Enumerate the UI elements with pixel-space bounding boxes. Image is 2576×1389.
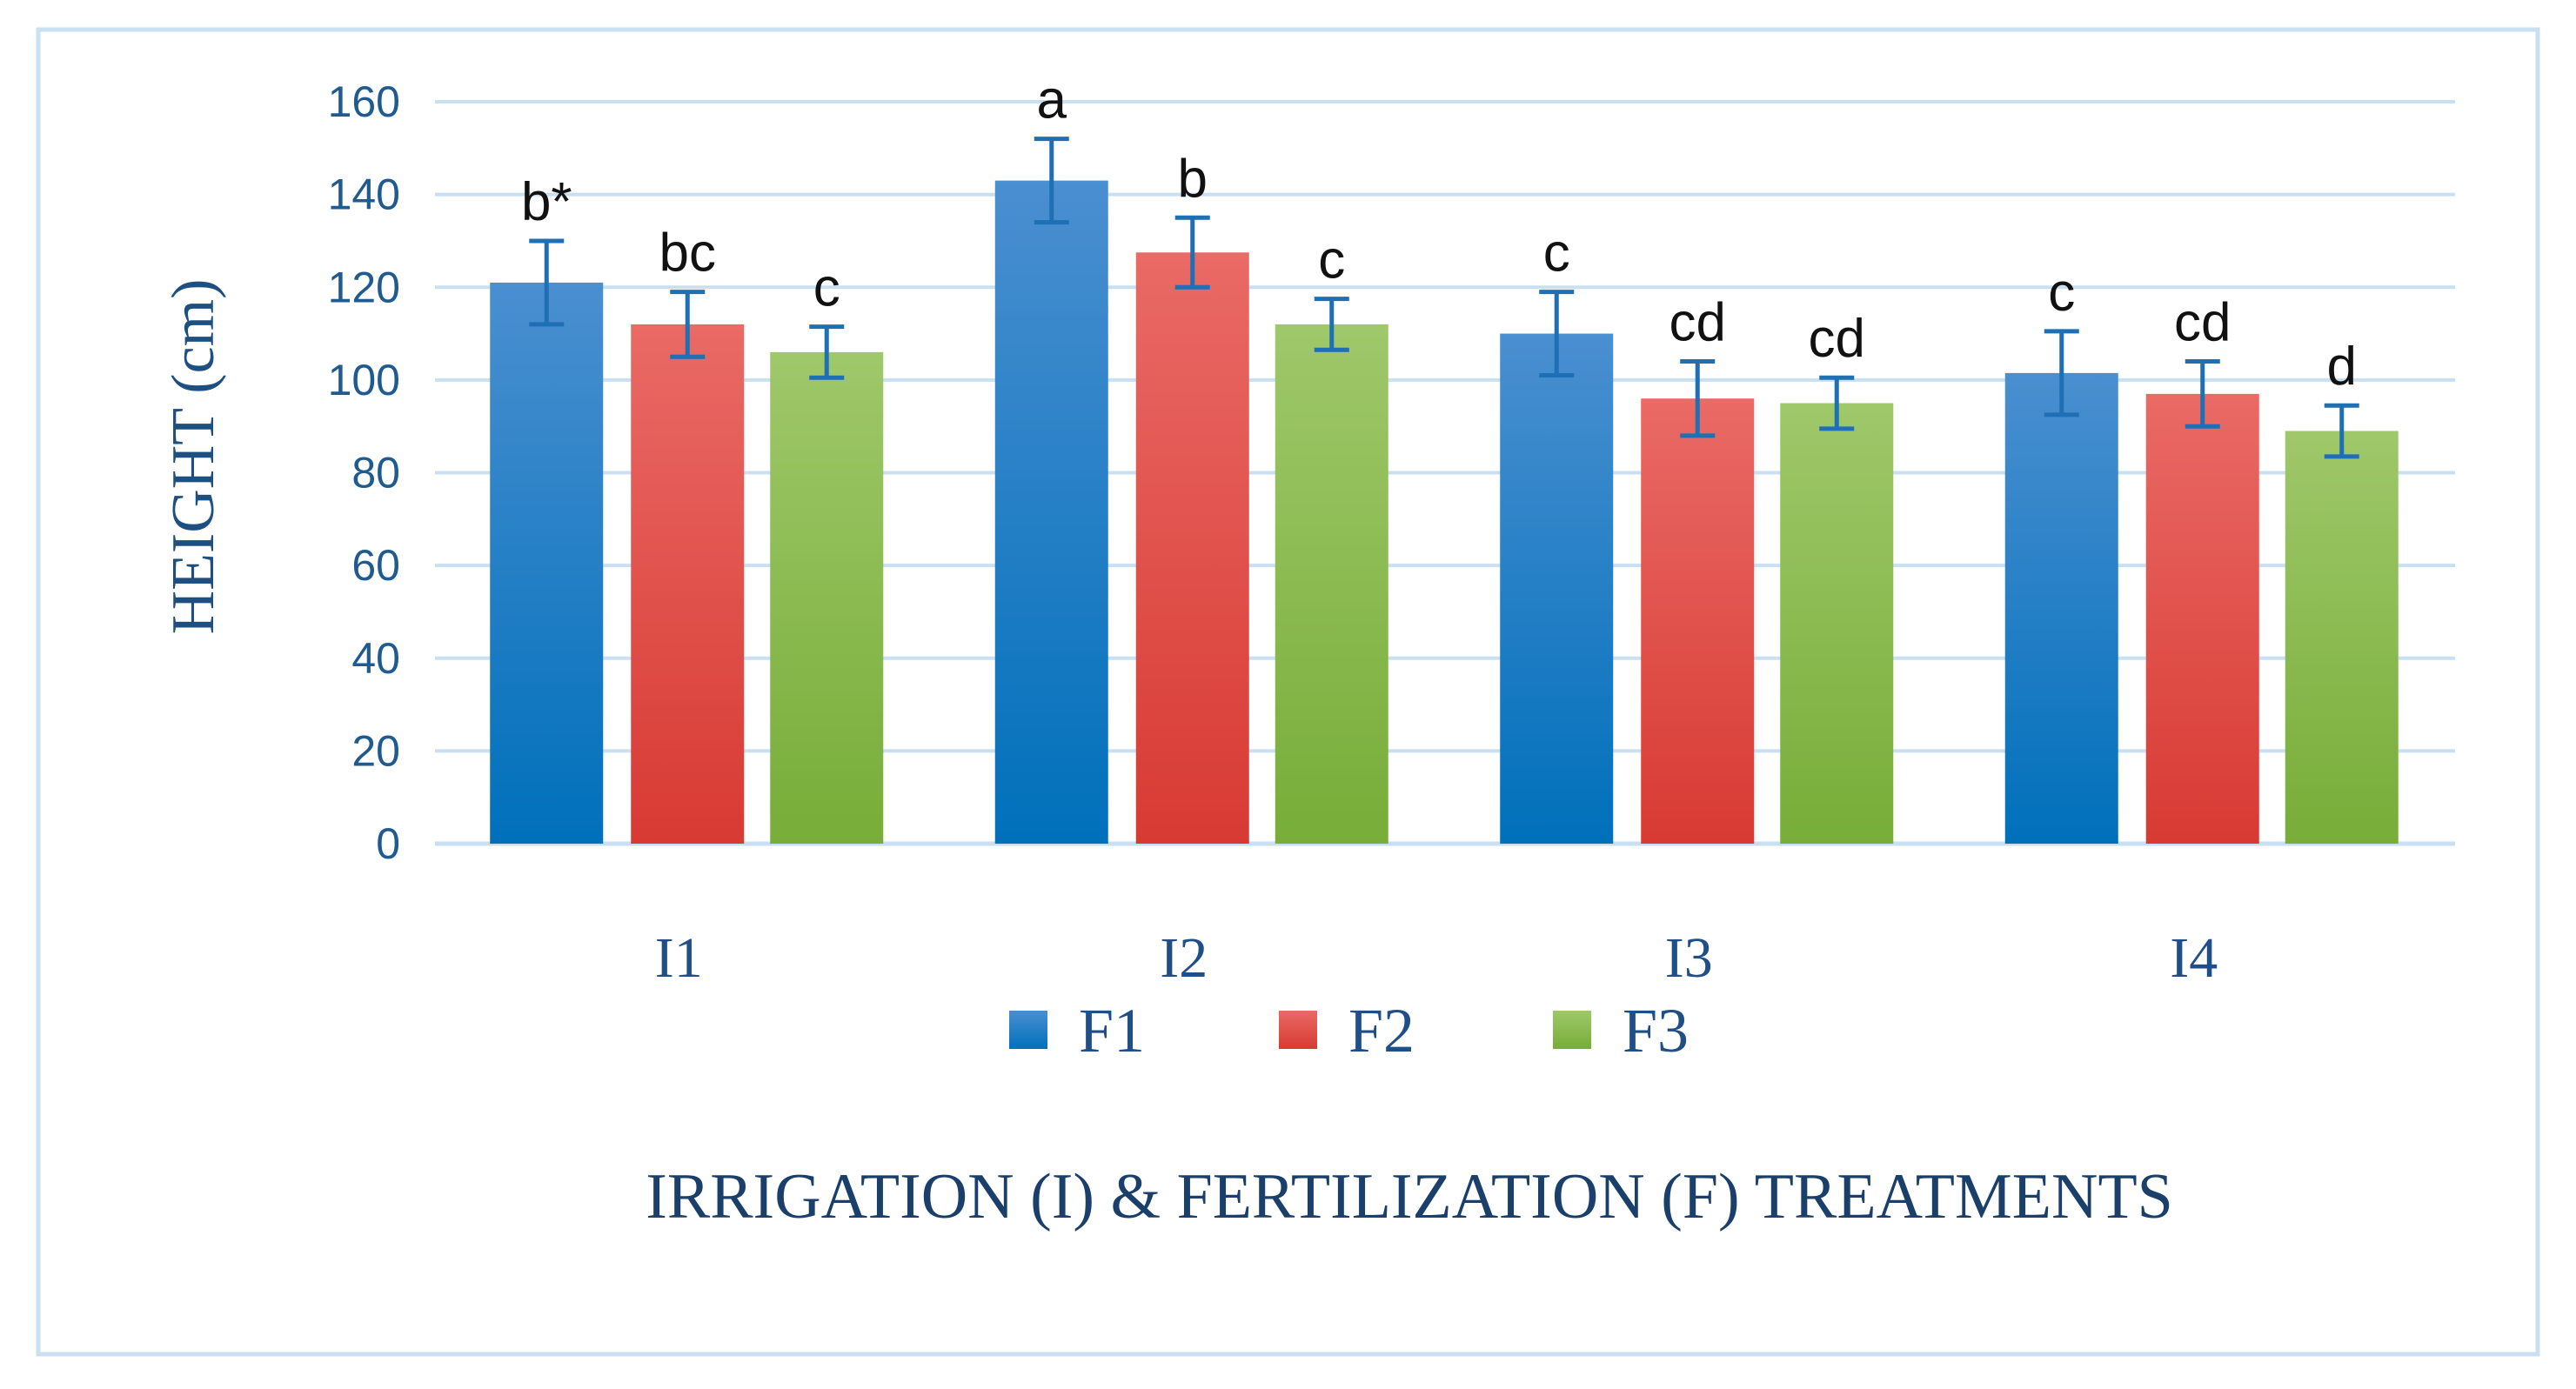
legend-item-F1: F1 — [1009, 996, 1145, 1065]
category-label-I2: I2 — [1160, 926, 1208, 990]
error-bar-I1-F3 — [809, 324, 845, 380]
error-bar-I2-F3 — [1314, 297, 1349, 352]
error-bars — [529, 137, 2359, 459]
error-bar-I1-F2 — [670, 290, 706, 359]
error-bar-I3-F3 — [1819, 375, 1855, 431]
error-bar-I2-F2 — [1174, 215, 1210, 290]
bar-I1-F1 — [490, 282, 604, 844]
significance-label-I1-F1: b* — [521, 172, 572, 232]
y-tick-label-100: 100 — [328, 356, 400, 404]
legend-item-F3: F3 — [1553, 996, 1689, 1065]
bar-I4-F2 — [2145, 393, 2259, 844]
significance-label-I3-F3: cd — [1809, 309, 1865, 369]
bar-I3-F2 — [1641, 398, 1755, 844]
error-bar-I4-F3 — [2324, 403, 2359, 459]
x-axis-categories: I1 I2 I3 I4 — [655, 926, 2218, 990]
significance-label-I3-F2: cd — [1669, 293, 1726, 353]
bar-I3-F1 — [1500, 333, 1614, 844]
legend-label-F3: F3 — [1623, 996, 1689, 1065]
error-bar-I3-F1 — [1539, 290, 1575, 378]
bar-I2-F2 — [1135, 252, 1249, 844]
y-axis-ticks: 0 20 40 60 80 100 120 140 160 — [328, 77, 400, 868]
error-bar-I3-F2 — [1680, 359, 1716, 438]
significance-label-I2-F2: b — [1178, 149, 1208, 209]
bar-I2-F1 — [994, 180, 1108, 845]
category-label-I1: I1 — [655, 926, 703, 990]
significance-label-I4-F1: c — [2048, 263, 2075, 323]
significance-label-I2-F3: c — [1318, 230, 1345, 290]
significance-label-I1-F3: c — [813, 258, 840, 318]
x-axis-title: IRRIGATION (I) & FERTILIZATION (F) TREAT… — [646, 1161, 2173, 1232]
bar-I1-F3 — [770, 351, 884, 844]
category-label-I3: I3 — [1665, 926, 1713, 990]
bar-I3-F3 — [1780, 403, 1894, 844]
error-bar-I4-F1 — [2044, 329, 2079, 417]
significance-label-I1-F2: bc — [659, 224, 716, 284]
y-tick-label-140: 140 — [328, 170, 400, 219]
legend-label-F2: F2 — [1348, 996, 1415, 1065]
legend-label-F1: F1 — [1079, 996, 1145, 1065]
legend-swatch-F1 — [1009, 1011, 1047, 1049]
y-tick-label-80: 80 — [351, 449, 400, 498]
y-tick-label-0: 0 — [376, 819, 400, 868]
category-label-I4: I4 — [2170, 926, 2218, 990]
bars — [490, 180, 2399, 845]
y-tick-label-120: 120 — [328, 263, 400, 311]
y-axis-title: HEIGHT (cm) — [160, 279, 227, 635]
error-bar-I4-F2 — [2185, 359, 2220, 429]
y-tick-label-60: 60 — [351, 541, 400, 590]
bar-I4-F1 — [2004, 372, 2118, 844]
significance-label-I4-F2: cd — [2174, 293, 2231, 353]
significance-label-I3-F1: c — [1543, 224, 1570, 284]
legend: F1 F2 F3 — [1009, 996, 1689, 1065]
bar-I2-F3 — [1275, 324, 1388, 844]
y-tick-label-160: 160 — [328, 77, 400, 126]
bar-I1-F2 — [631, 324, 745, 844]
legend-swatch-F3 — [1553, 1011, 1591, 1049]
significance-label-I2-F1: a — [1037, 70, 1067, 130]
y-tick-label-20: 20 — [351, 726, 400, 775]
error-bar-I2-F1 — [1034, 137, 1069, 225]
error-bar-I1-F1 — [529, 238, 565, 327]
y-tick-label-40: 40 — [351, 634, 400, 683]
legend-item-F2: F2 — [1279, 996, 1415, 1065]
bar-I4-F3 — [2285, 431, 2399, 844]
legend-swatch-F2 — [1279, 1011, 1317, 1049]
significance-label-I4-F3: d — [2327, 337, 2357, 397]
